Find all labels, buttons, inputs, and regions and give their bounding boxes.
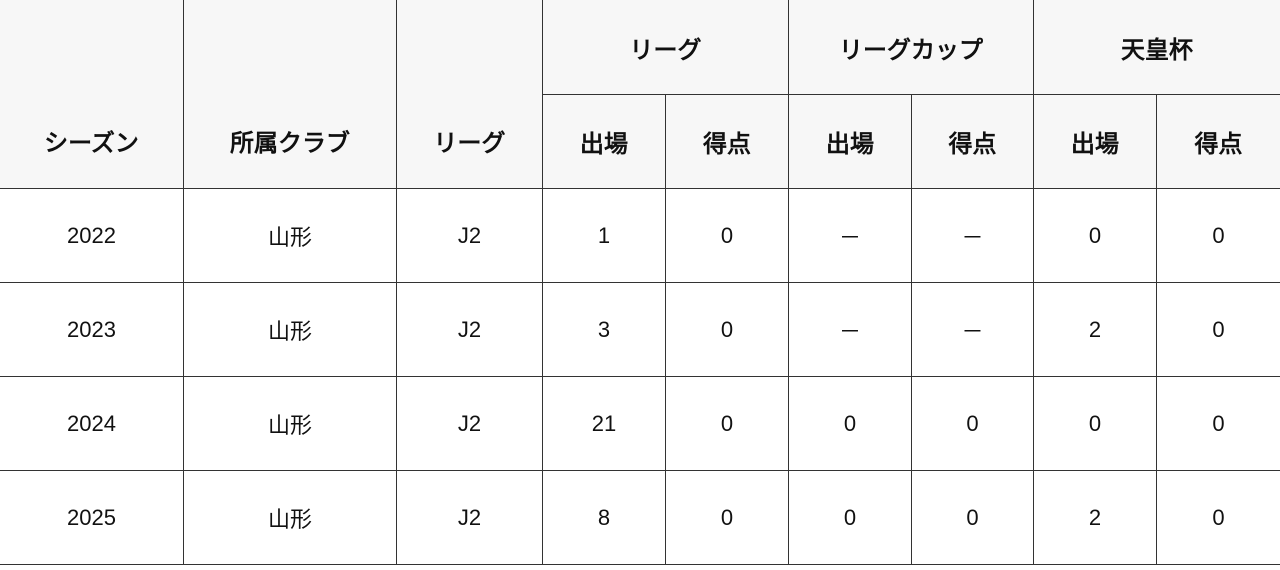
header-goals: 得点	[1156, 94, 1280, 189]
cell-emperors-goals: 0	[1156, 188, 1280, 283]
cell-league: J2	[396, 282, 543, 377]
cell-league-apps: 1	[542, 188, 666, 283]
cell-club: 山形	[183, 282, 397, 377]
header-league: リーグ	[396, 0, 543, 189]
cell-emperors-goals: 0	[1156, 470, 1280, 565]
header-group-league-cup: リーグカップ	[788, 0, 1034, 95]
cell-emperors-apps: 2	[1033, 470, 1157, 565]
cell-emperors-goals: 0	[1156, 282, 1280, 377]
cell-cup-apps: 0	[788, 470, 912, 565]
cell-emperors-apps: 2	[1033, 282, 1157, 377]
cell-league: J2	[396, 188, 543, 283]
header-apps: 出場	[1033, 94, 1157, 189]
header-club: 所属クラブ	[183, 0, 397, 189]
table-row: 2024 山形 J2 21 0 0 0 0 0	[0, 376, 1280, 471]
cell-season: 2025	[0, 470, 184, 565]
header-goals: 得点	[665, 94, 789, 189]
cell-league-goals: 0	[665, 188, 789, 283]
cell-club: 山形	[183, 188, 397, 283]
cell-season: 2024	[0, 376, 184, 471]
header-goals: 得点	[911, 94, 1034, 189]
cell-emperors-apps: 0	[1033, 188, 1157, 283]
table-body: 2022 山形 J2 1 0 －－ 0 0 2023 山形 J2 3 0 －－ 2 0 2024 山形 J2 21 0 0…	[0, 188, 1280, 565]
cell-season: 2022	[0, 188, 184, 283]
cell-league-apps: 8	[542, 470, 666, 565]
cell-club: 山形	[183, 376, 397, 471]
cell-season: 2023	[0, 282, 184, 377]
cell-league: J2	[396, 470, 543, 565]
cell-emperors-goals: 0	[1156, 376, 1280, 471]
cell-league-goals: 0	[665, 470, 789, 565]
table-row: 2023 山形 J2 3 0 －－ 2 0	[0, 282, 1280, 377]
cell-league-goals: 0	[665, 282, 789, 377]
cell-cup-goals: 0	[911, 376, 1034, 471]
cell-cup-goals: －	[911, 188, 1034, 283]
header-group-league: リーグ	[542, 0, 789, 95]
header-season: シーズン	[0, 0, 184, 189]
cell-club: 山形	[183, 470, 397, 565]
cell-cup-goals: －	[911, 282, 1034, 377]
header-apps: 出場	[542, 94, 666, 189]
cell-league-apps: 3	[542, 282, 666, 377]
header-group-emperors-cup: 天皇杯	[1033, 0, 1280, 95]
cell-league-apps: 21	[542, 376, 666, 471]
cell-emperors-apps: 0	[1033, 376, 1157, 471]
cell-league-goals: 0	[665, 376, 789, 471]
cell-cup-apps: －	[788, 282, 912, 377]
table-row: 2025 山形 J2 8 0 0 0 2 0	[0, 470, 1280, 565]
cell-cup-apps: 0	[788, 376, 912, 471]
cell-cup-apps: －	[788, 188, 912, 283]
cell-league: J2	[396, 376, 543, 471]
header-apps: 出場	[788, 94, 912, 189]
cell-cup-goals: 0	[911, 470, 1034, 565]
table-row: 2022 山形 J2 1 0 －－ 0 0	[0, 188, 1280, 283]
